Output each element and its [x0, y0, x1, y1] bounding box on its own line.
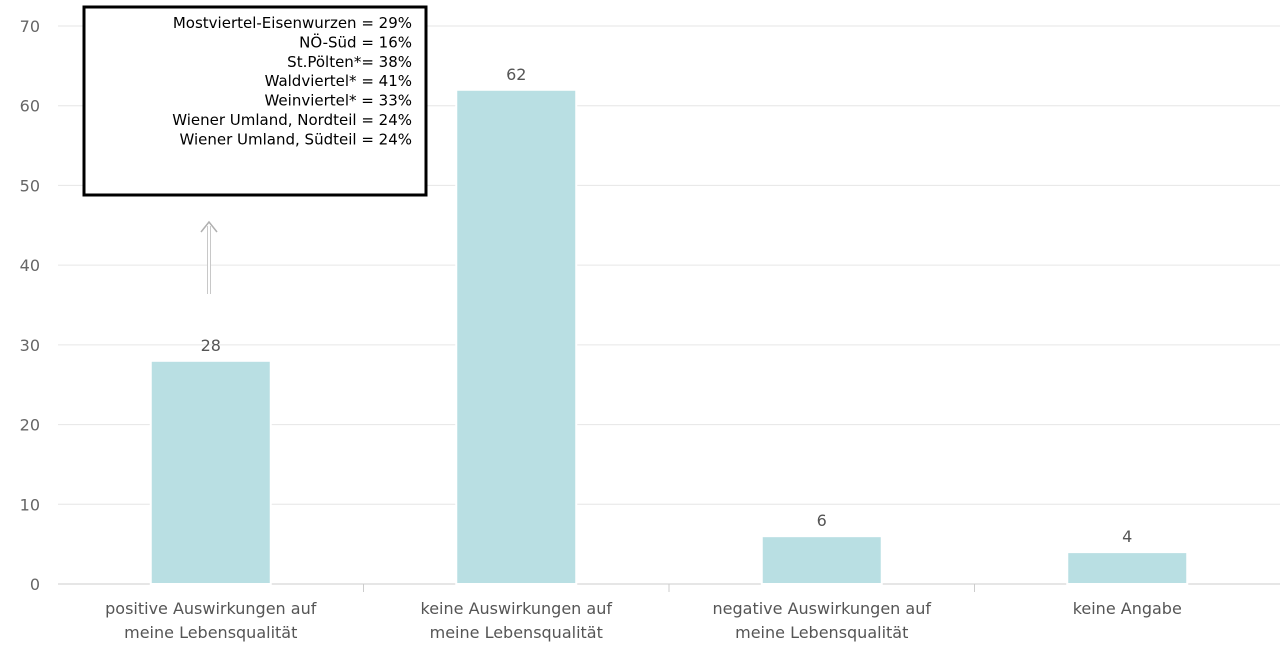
data-label: 4: [1122, 527, 1132, 546]
annotation-line: Weinviertel* = 33%: [264, 92, 412, 110]
annotation-line: St.Pölten*= 38%: [287, 53, 412, 71]
y-tick-label: 20: [20, 416, 40, 435]
annotation-arrow: [200, 220, 218, 294]
y-axis-tick-labels: 0 10 20 30 40 50 60 70: [20, 17, 40, 594]
bar: [455, 88, 578, 586]
bars: [149, 88, 1189, 586]
x-tick-label: negative Auswirkungen auf: [713, 599, 932, 618]
y-tick-label: 70: [20, 17, 40, 36]
x-tick-label: keine Auswirkungen auf: [421, 599, 613, 618]
x-tick-label: meine Lebensqualität: [124, 623, 297, 642]
x-tick-label: meine Lebensqualität: [430, 623, 603, 642]
annotation-line: Mostviertel-Eisenwurzen = 29%: [173, 14, 412, 32]
annotation-line: Waldviertel* = 41%: [265, 72, 412, 90]
bar: [1066, 551, 1189, 585]
annotation-line: NÖ-Süd = 16%: [299, 32, 412, 51]
y-tick-label: 40: [20, 256, 40, 275]
y-tick-label: 30: [20, 336, 40, 355]
data-labels: 28 62 6 4: [201, 65, 1133, 546]
bar: [760, 535, 883, 586]
x-tick-label: keine Angabe: [1073, 599, 1182, 618]
x-tick-label: positive Auswirkungen auf: [105, 599, 317, 618]
data-label: 28: [201, 336, 221, 355]
annotation-line: Wiener Umland, Südteil = 24%: [179, 130, 412, 148]
data-label: 6: [817, 511, 827, 530]
y-tick-label: 50: [20, 176, 40, 195]
x-tick-label: meine Lebensqualität: [735, 623, 908, 642]
annotation-text: Mostviertel-Eisenwurzen = 29%NÖ-Süd = 16…: [172, 14, 412, 148]
bar: [149, 359, 272, 585]
data-label: 62: [506, 65, 526, 84]
y-tick-label: 0: [30, 575, 40, 594]
axes: [58, 583, 1280, 592]
x-axis-tick-labels: positive Auswirkungen auf meine Lebensqua…: [105, 599, 1182, 642]
annotation-box: Mostviertel-Eisenwurzen = 29%NÖ-Süd = 16…: [82, 5, 428, 197]
y-tick-label: 60: [20, 97, 40, 116]
annotation-line: Wiener Umland, Nordteil = 24%: [172, 111, 412, 129]
y-tick-label: 10: [20, 495, 40, 514]
